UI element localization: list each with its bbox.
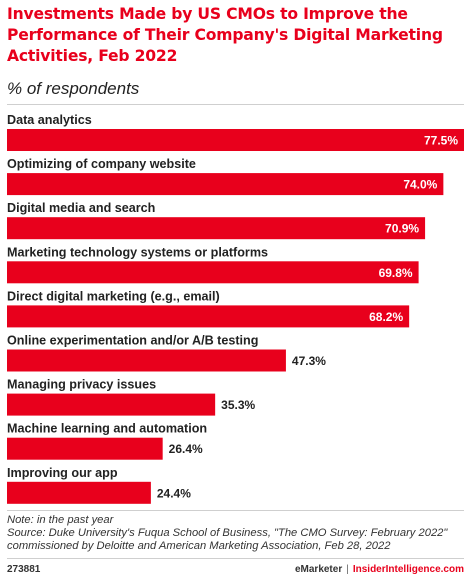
category-label: Marketing technology systems or platform… bbox=[7, 245, 268, 259]
footer: 273881 eMarketer | InsiderIntelligence.com bbox=[7, 563, 464, 577]
category-label: Online experimentation and/or A/B testin… bbox=[7, 334, 258, 348]
bar bbox=[7, 349, 286, 372]
bottom-divider bbox=[7, 510, 464, 511]
bar bbox=[7, 261, 419, 284]
value-label: 69.8% bbox=[379, 266, 413, 280]
category-label: Digital media and search bbox=[7, 201, 155, 215]
bar bbox=[7, 173, 444, 196]
category-label: Data analytics bbox=[7, 113, 92, 127]
bar bbox=[7, 393, 216, 416]
top-divider bbox=[7, 104, 464, 105]
category-label: Machine learning and automation bbox=[7, 422, 207, 436]
value-label: 74.0% bbox=[403, 178, 437, 192]
bar bbox=[7, 437, 163, 460]
source-text-line2: commissioned by Deloitte and American Ma… bbox=[7, 540, 391, 552]
footer-divider bbox=[7, 558, 464, 559]
bar bbox=[7, 305, 410, 328]
bar bbox=[7, 217, 426, 240]
footer-brand: eMarketer | InsiderIntelligence.com bbox=[295, 564, 464, 575]
chart-id: 273881 bbox=[7, 564, 41, 575]
note-text: Note: in the past year bbox=[7, 514, 114, 526]
bar bbox=[7, 481, 151, 504]
category-label: Direct digital marketing (e.g., email) bbox=[7, 289, 220, 303]
value-label: 70.9% bbox=[385, 222, 419, 236]
bar-chart: Data analytics 77.5% Optimizing of company… bbox=[7, 113, 464, 504]
chart-subtitle: % of respondents bbox=[7, 79, 140, 98]
value-label: 24.4% bbox=[157, 486, 191, 500]
emarketer-brand: eMarketer bbox=[294, 564, 343, 575]
category-label: Optimizing of company website bbox=[7, 157, 196, 171]
category-label: Improving our app bbox=[7, 466, 118, 480]
brand-separator: | bbox=[346, 564, 349, 575]
value-label: 35.3% bbox=[221, 398, 255, 412]
source-text-line1: Source: Duke University's Fuqua School o… bbox=[7, 527, 448, 539]
value-label: 26.4% bbox=[169, 442, 203, 456]
value-label: 68.2% bbox=[369, 310, 403, 324]
bar bbox=[7, 129, 464, 151]
insider-intelligence-brand: InsiderIntelligence.com bbox=[352, 564, 464, 575]
chart-title: Investments Made by US CMOs to Improve t… bbox=[7, 5, 443, 65]
category-label: Managing privacy issues bbox=[7, 378, 156, 392]
chart-notes: Note: in the past year Source: Duke Univ… bbox=[7, 514, 467, 553]
value-label: 77.5% bbox=[424, 134, 458, 148]
value-label: 47.3% bbox=[292, 354, 326, 368]
